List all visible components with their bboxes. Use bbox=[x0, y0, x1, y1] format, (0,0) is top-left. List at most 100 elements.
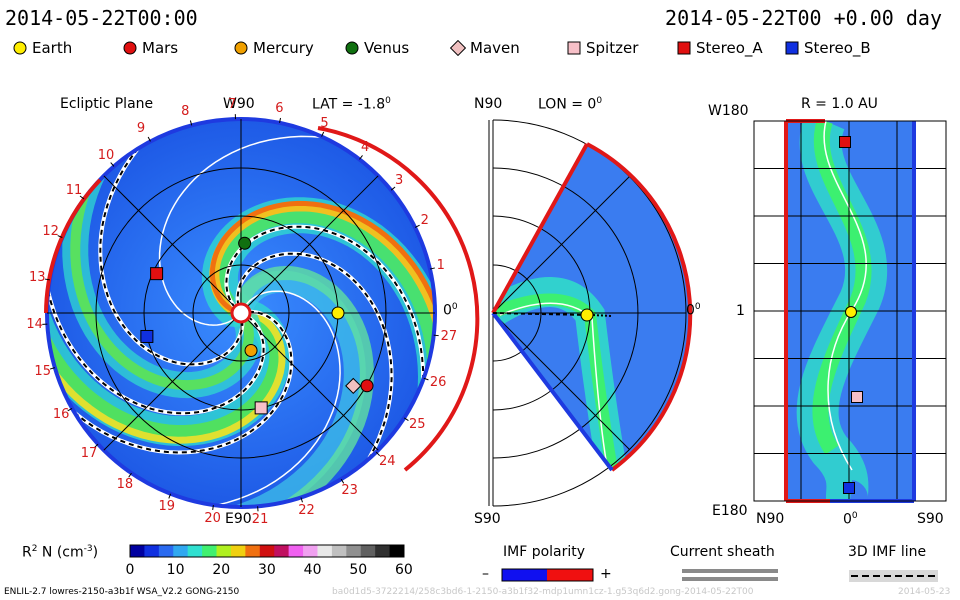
meridional-marker-earth bbox=[580, 308, 594, 322]
ecliptic-right-label: 00 bbox=[443, 302, 458, 319]
colorbar-swatch bbox=[288, 545, 304, 557]
legend-label: Maven bbox=[470, 39, 520, 57]
sheath-title: Current sheath bbox=[670, 544, 775, 560]
carrington-tick-14: 14 bbox=[26, 316, 43, 332]
carrington-tick-19: 19 bbox=[158, 498, 176, 514]
carrington-tick-7: 7 bbox=[228, 97, 237, 113]
colorbar-swatch bbox=[360, 545, 376, 557]
legend-item-venus: Venus bbox=[344, 39, 409, 57]
carrington-tick-15: 15 bbox=[34, 363, 51, 379]
colorbar-swatch bbox=[144, 545, 160, 557]
colorbar-swatch bbox=[245, 545, 261, 557]
colorbar-swatch bbox=[202, 545, 218, 557]
legend-item-spitzer: Spitzer bbox=[566, 39, 638, 57]
colorbar-tick-60: 60 bbox=[395, 562, 413, 578]
carrington-tick-mark bbox=[147, 136, 151, 142]
carrington-tick-1: 1 bbox=[436, 257, 445, 273]
colorbar-swatch bbox=[317, 545, 333, 557]
carrington-tick-3: 3 bbox=[395, 173, 404, 189]
carrington-tick-mark bbox=[429, 267, 435, 270]
carrington-tick-16: 16 bbox=[52, 407, 70, 423]
ecliptic-marker-maven bbox=[345, 377, 362, 395]
carrington-tick-mark bbox=[423, 377, 429, 381]
colorbar-swatch bbox=[158, 545, 174, 557]
mercury-legend-icon bbox=[234, 41, 248, 55]
ecliptic-marker-stereo_b bbox=[140, 329, 154, 343]
radial-x-right: S90 bbox=[917, 511, 944, 527]
radial-marker-stereo_b bbox=[843, 482, 855, 494]
colorbar-swatch bbox=[230, 545, 246, 557]
ecliptic-marker-venus bbox=[238, 236, 252, 250]
carrington-tick-2: 2 bbox=[420, 213, 429, 229]
meridional-bottom-left: S90 bbox=[474, 511, 501, 527]
carrington-tick-mark bbox=[375, 451, 381, 457]
colorbar-swatch bbox=[187, 545, 203, 557]
ecliptic-marker-spitzer bbox=[254, 401, 268, 415]
carrington-tick-mark bbox=[189, 120, 193, 126]
footer-left: ENLIL-2.7 lowres-2150-a3b1f WSA_V2.2 GON… bbox=[4, 587, 240, 597]
legend-item-stereo_b: Stereo_B bbox=[784, 39, 871, 57]
carrington-tick-mark bbox=[79, 195, 85, 200]
carrington-tick-12: 12 bbox=[42, 224, 59, 240]
spitzer-legend-icon bbox=[567, 41, 581, 55]
carrington-tick-23: 23 bbox=[341, 483, 358, 499]
carrington-tick-mark bbox=[300, 497, 303, 503]
stereo_a-legend-icon bbox=[677, 41, 691, 55]
earth-legend-icon bbox=[13, 41, 27, 55]
meridional-lon-label: LON = 00 bbox=[538, 96, 603, 113]
ecliptic-top-label: W90 bbox=[223, 96, 255, 112]
legend-label: Mercury bbox=[253, 39, 314, 57]
carrington-tick-mark bbox=[94, 443, 99, 448]
legend-label: Earth bbox=[32, 39, 73, 57]
footer-mid: ba0d1d5-3722214/258c3bd6-1-2150-a3b1f32-… bbox=[332, 587, 754, 597]
meridional-imf-line bbox=[592, 314, 613, 317]
legend-label: Venus bbox=[364, 39, 410, 57]
imf-line-sample bbox=[849, 570, 938, 582]
colorbar-swatch bbox=[375, 545, 391, 557]
carrington-tick-mark bbox=[279, 117, 282, 123]
carrington-tick-mark bbox=[168, 493, 172, 499]
carrington-tick-10: 10 bbox=[97, 147, 115, 163]
radial-marker-stereo_a bbox=[839, 136, 851, 148]
carrington-tick-8: 8 bbox=[181, 103, 190, 119]
colorbar-tick-20: 20 bbox=[212, 562, 231, 578]
carrington-tick-11: 11 bbox=[65, 182, 83, 198]
ecliptic-lat-label: LAT = -1.80 bbox=[312, 96, 391, 113]
legend-item-mars: Mars bbox=[122, 39, 178, 57]
carrington-tick-mark bbox=[57, 235, 63, 238]
colorbar-tick-30: 30 bbox=[258, 562, 276, 578]
colorbar-swatch bbox=[346, 545, 362, 557]
legend-label: Mars bbox=[142, 39, 179, 57]
carrington-tick-24: 24 bbox=[378, 454, 396, 470]
carrington-tick-mark bbox=[433, 334, 439, 337]
stereo_b-legend-icon bbox=[785, 41, 799, 55]
radial-marker-spitzer bbox=[851, 391, 863, 403]
imf-title: IMF polarity bbox=[503, 544, 586, 560]
colorbar-tick-10: 10 bbox=[166, 562, 185, 578]
legend-item-maven: Maven bbox=[450, 39, 520, 57]
current-sheath-sample bbox=[682, 569, 778, 581]
ecliptic-title: Ecliptic Plane bbox=[60, 96, 154, 112]
carrington-tick-mark bbox=[110, 162, 115, 167]
radial-marker-earth bbox=[845, 306, 857, 318]
legend-label: Stereo_A bbox=[696, 39, 763, 57]
colorbar-label: R2 N (cm-3) bbox=[22, 544, 99, 561]
colorbar-tick-50: 50 bbox=[349, 562, 368, 578]
ecliptic-marker-stereo_a bbox=[150, 267, 164, 281]
radial-y-bottom: E180 bbox=[712, 503, 748, 519]
ecliptic-marker-mars bbox=[360, 379, 374, 393]
imfline-title: 3D IMF line bbox=[848, 544, 927, 560]
ecliptic-bottom-label: E90 bbox=[225, 511, 252, 527]
legend-item-stereo_a: Stereo_A bbox=[676, 39, 763, 57]
imf-minus: – bbox=[482, 566, 489, 582]
legend-item-mercury: Mercury bbox=[233, 39, 314, 57]
carrington-tick-mark bbox=[67, 407, 73, 412]
colorbar-swatch bbox=[303, 545, 318, 557]
legend-label: Stereo_B bbox=[804, 39, 871, 57]
colorbar-tick-0: 0 bbox=[125, 562, 135, 578]
colorbar-swatch bbox=[130, 545, 145, 557]
carrington-tick-mark bbox=[414, 224, 420, 228]
ecliptic-marker-mercury bbox=[244, 343, 258, 357]
carrington-tick-mark bbox=[359, 155, 363, 160]
